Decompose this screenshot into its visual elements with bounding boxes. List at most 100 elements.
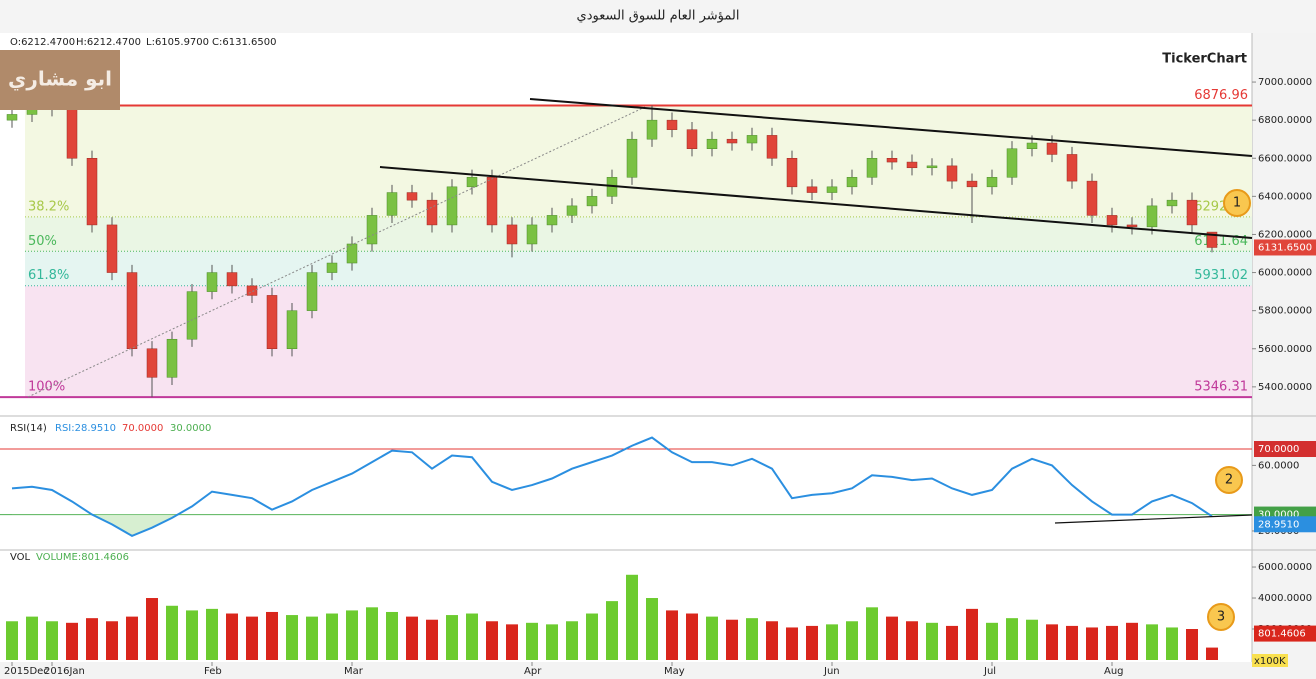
candle-body [86, 158, 98, 226]
panel-legend: VOLUME:801.4606 [36, 552, 129, 563]
last-vol-box [1254, 625, 1316, 642]
fib-label: 50% [28, 234, 57, 249]
candle-body [286, 310, 298, 350]
candle-body [506, 224, 518, 245]
candle-body [566, 205, 578, 216]
volume-bar [806, 625, 818, 660]
volume-bar [1006, 618, 1018, 660]
volume-bar [586, 613, 598, 660]
candle-body [626, 138, 638, 178]
candle-body [166, 338, 178, 378]
volume-bar [406, 616, 418, 660]
last-rsi-box [1254, 516, 1316, 533]
candle-body [886, 158, 898, 163]
brand: TickerChart [1162, 52, 1247, 67]
volume-bar [726, 619, 738, 660]
volume-bar [346, 610, 358, 660]
y-tick-label: 6000.0000 [1258, 562, 1312, 573]
candle-body [386, 192, 398, 216]
unit-label: x100K [1254, 656, 1286, 667]
candle-body [126, 272, 138, 350]
candle-body [706, 138, 718, 149]
candle-body [6, 114, 18, 121]
y-tick-label: 5600.0000 [1258, 344, 1312, 355]
volume-bar [966, 608, 978, 660]
x-tick-label: Apr [524, 666, 542, 677]
candle-body [406, 192, 418, 201]
candle-body [186, 291, 198, 340]
last-price-box [1254, 239, 1316, 256]
badge [1215, 466, 1243, 494]
fib-value: 5346.31 [1194, 380, 1248, 395]
candle-body [226, 272, 238, 287]
panel-legend: RSI:28.9510 [55, 423, 116, 434]
trend-line [1054, 514, 1253, 524]
candle-body [646, 119, 658, 140]
y-tick-label: 5800.0000 [1258, 306, 1312, 317]
candle-body [1026, 142, 1038, 149]
badge-label: 1 [1233, 196, 1241, 211]
price-axis-area [1252, 33, 1316, 679]
volume-bar [1206, 647, 1218, 660]
y-tick-label: 6800.0000 [1258, 115, 1312, 126]
watermark-box [0, 50, 120, 110]
candle-body [1106, 215, 1118, 226]
candle-body [346, 243, 358, 264]
volume-bar [686, 613, 698, 660]
volume-bar [226, 613, 238, 660]
fib-value: 5931.02 [1194, 268, 1248, 283]
candle-body [526, 224, 538, 245]
badge-label: 3 [1217, 610, 1225, 625]
volume-bar [426, 619, 438, 660]
volume-bar [486, 621, 498, 660]
candle-body [946, 165, 958, 182]
last-vol: 801.4606 [1258, 629, 1306, 640]
candle-body [246, 285, 258, 296]
volume-bar [506, 624, 518, 660]
band-box-label: 70.0000 [1258, 444, 1299, 455]
trend-line [27, 106, 646, 398]
candle-body [486, 177, 498, 226]
candle-body [806, 186, 818, 193]
band-legend: 30.0000 [170, 423, 211, 434]
volume-bar [986, 622, 998, 660]
candle-body [106, 224, 118, 273]
candle-body [266, 295, 278, 350]
candle-body [986, 177, 998, 188]
volume-bar [526, 622, 538, 660]
title-bar [0, 0, 1316, 33]
fib-zone [25, 105, 1252, 217]
y-tick-label: 5400.0000 [1258, 382, 1312, 393]
candle-body [446, 186, 458, 226]
candle-body [1146, 205, 1158, 228]
candle-body [746, 135, 758, 144]
y-tick-label: 6200.0000 [1258, 229, 1312, 240]
volume-bar [286, 615, 298, 660]
volume-bar [446, 615, 458, 660]
candle-body [866, 158, 878, 178]
time-axis-area [0, 662, 1316, 679]
volume-bar [906, 621, 918, 660]
band-box-label: 30.0000 [1258, 510, 1299, 521]
fib-label: 100% [28, 380, 65, 395]
candle-body [326, 262, 338, 273]
volume-bar [106, 621, 118, 660]
panel-name: VOL [10, 552, 31, 563]
volume-bar [186, 610, 198, 660]
unit-box [1252, 654, 1288, 667]
volume-bar [866, 607, 878, 660]
volume-bar [366, 607, 378, 660]
volume-bar [26, 616, 38, 660]
volume-bar [1026, 619, 1038, 660]
candle-body [906, 161, 918, 169]
candle-body [146, 348, 158, 378]
volume-bar [1186, 629, 1198, 660]
y-tick-label: 6600.0000 [1258, 153, 1312, 164]
volume-bar [626, 574, 638, 660]
candle-body [826, 186, 838, 193]
band-legend: 70.0000 [122, 423, 163, 434]
y-tick-label: 6000.0000 [1258, 268, 1312, 279]
fib-label: 61.8% [28, 268, 69, 283]
volume-bar [1086, 627, 1098, 660]
candle-body [786, 158, 798, 188]
